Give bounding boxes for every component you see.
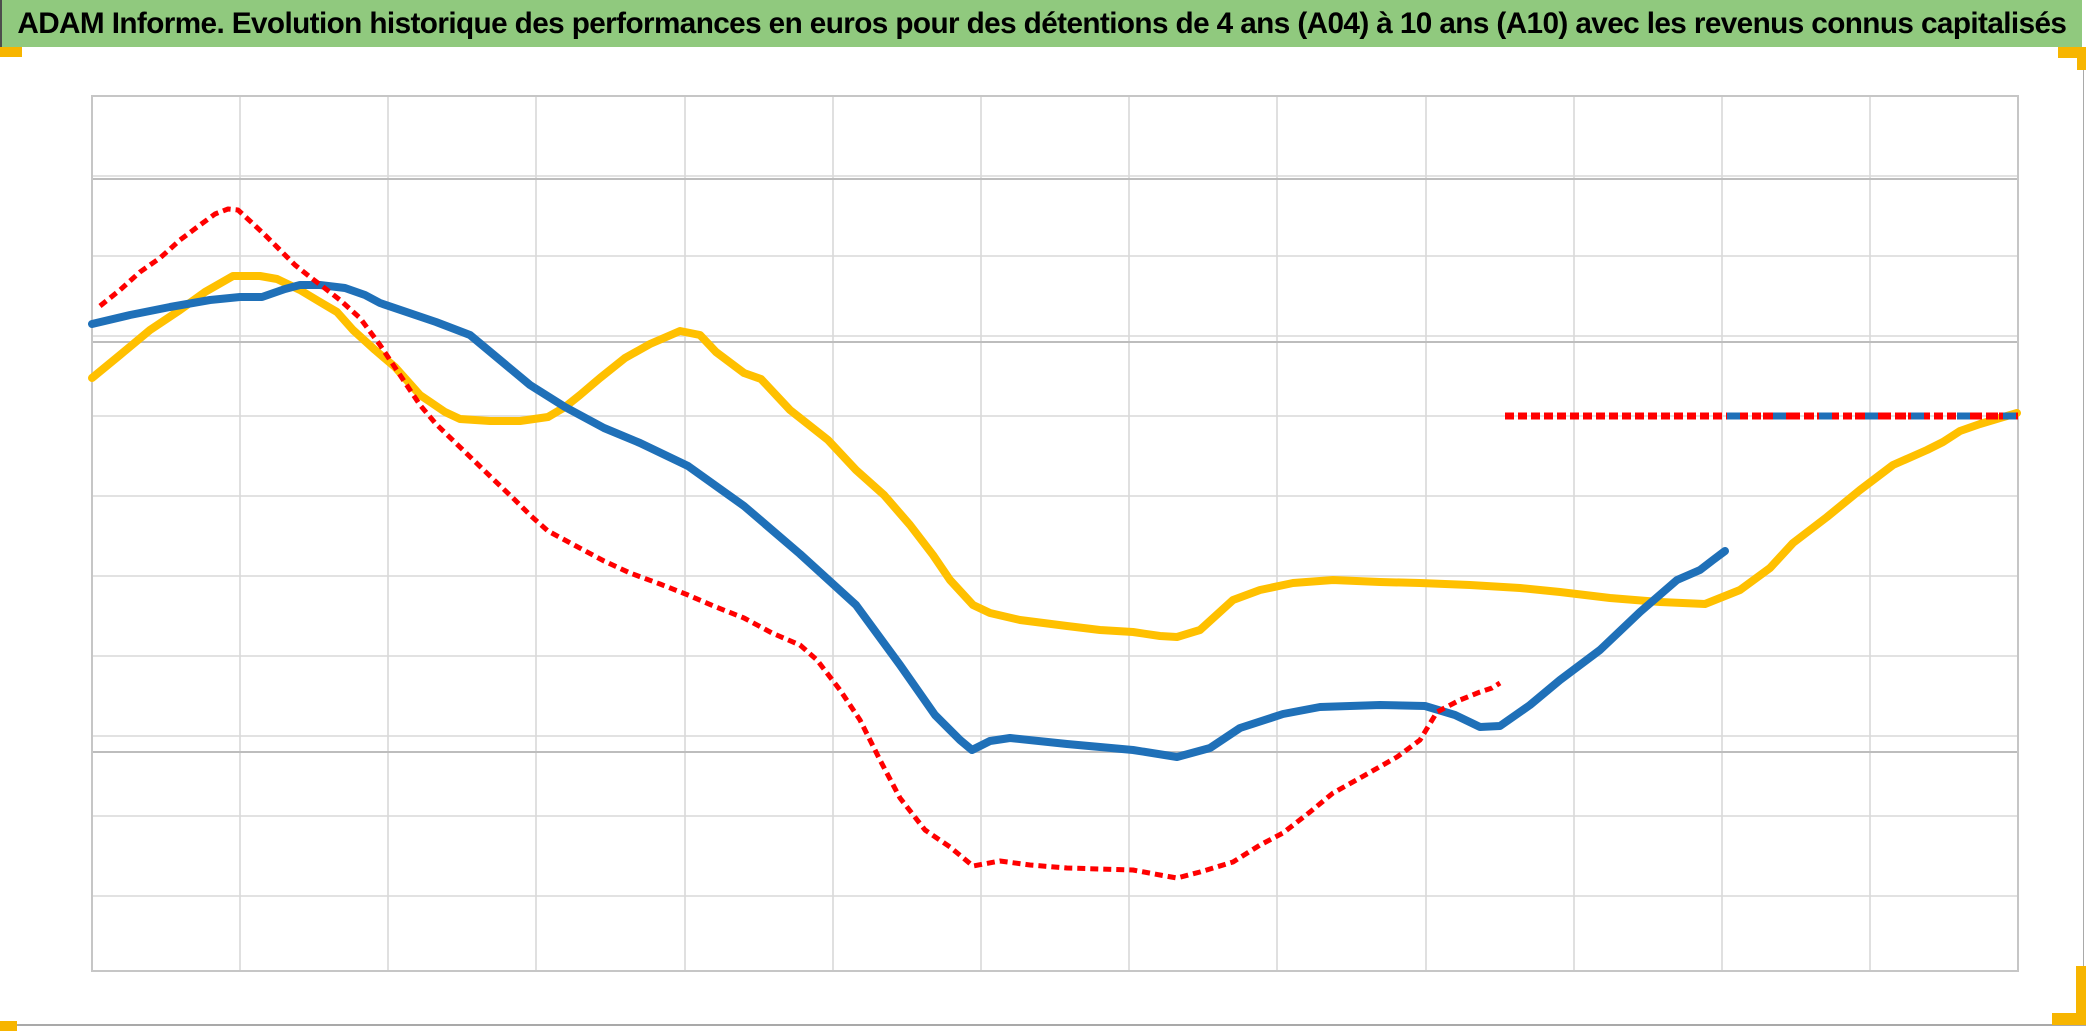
title-bar: ADAM Informe. Evolution historique des p…	[0, 0, 2082, 47]
bottom-right-corner-v	[2076, 966, 2086, 1025]
bottom-right-corner-h	[2052, 1013, 2086, 1025]
top-left-tab	[0, 47, 22, 57]
right-edge-line	[2083, 47, 2084, 1026]
series-gold-line	[88, 272, 2021, 641]
bottom-edge-line	[0, 1024, 2086, 1026]
plot-border	[91, 95, 2019, 972]
series-blue-line	[88, 281, 1729, 761]
top-right-corner-h	[2058, 47, 2086, 58]
series-red-cross-line	[98, 206, 1502, 881]
top-right-corner-v	[2077, 47, 2086, 70]
chart-title: ADAM Informe. Evolution historique des p…	[17, 6, 2067, 40]
bottom-left-tab	[0, 1021, 17, 1031]
plot-area	[92, 96, 2018, 971]
